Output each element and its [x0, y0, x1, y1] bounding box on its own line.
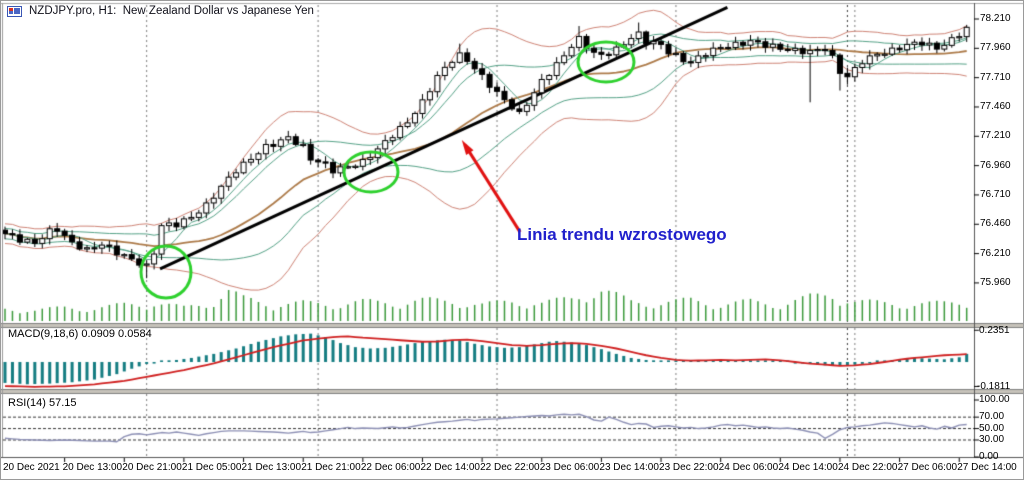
time-tick-label: 24 Dec 14:00: [778, 462, 838, 473]
time-tick-label: 21 Dec 05:00: [181, 462, 242, 473]
time-tick-label: 23 Dec 22:00: [659, 462, 719, 473]
chart-icon: [7, 5, 22, 17]
macd-axis-min: -0.1811: [977, 381, 1011, 392]
rsi-indicator-label: RSI(14) 57.15: [8, 397, 77, 409]
time-tick-label: 22 Dec 06:00: [360, 462, 421, 473]
price-tick-label: 77.460: [980, 100, 1011, 112]
price-tick-label: 76.460: [980, 218, 1011, 230]
time-tick-label: 20 Dec 13:00: [62, 462, 123, 473]
price-tick-label: 78.210: [980, 13, 1011, 24]
chart-title: NZDJPY.pro, H1: New Zealand Dollar vs Ja…: [29, 5, 314, 17]
price-tick-label: 77.960: [980, 42, 1011, 54]
price-tick-label: 77.210: [980, 130, 1011, 142]
chart-title-row: NZDJPY.pro, H1: New Zealand Dollar vs Ja…: [7, 5, 314, 17]
rsi-level-label: 100.00: [979, 394, 1010, 405]
time-tick-label: 23 Dec 14:00: [599, 462, 659, 473]
rsi-level-label: 70.00: [979, 411, 1005, 423]
price-tick-label: 76.960: [980, 159, 1011, 171]
trend-annotation-label: Linia trendu wzrostowego: [517, 225, 727, 244]
price-tick-label: 76.710: [980, 188, 1011, 200]
time-tick-label: 27 Dec 06:00: [897, 462, 958, 473]
time-tick-label: 20 Dec 21:00: [122, 462, 182, 473]
time-tick-label: 23 Dec 06:00: [539, 462, 600, 473]
rsi-level-label: 50.00: [979, 422, 1005, 434]
time-tick-label: 22 Dec 22:00: [480, 462, 540, 473]
time-tick-label: 22 Dec 14:00: [420, 462, 480, 473]
time-tick-label: 21 Dec 13:00: [241, 462, 302, 473]
time-tick-label: 24 Dec 06:00: [718, 462, 779, 473]
price-tick-label: 77.710: [980, 71, 1011, 83]
macd-axis-max: 0.2351: [979, 325, 1010, 336]
rsi-level-label: 0.00: [979, 451, 999, 463]
time-tick-label: 21 Dec 21:00: [301, 462, 361, 473]
time-tick-label: 20 Dec 2021: [3, 462, 60, 473]
rsi-level-label: 30.00: [979, 433, 1005, 445]
time-tick-label: 24 Dec 22:00: [837, 462, 898, 473]
price-tick-label: 75.960: [980, 276, 1011, 288]
time-tick-label: 27 Dec 14:00: [957, 462, 1017, 473]
price-tick-label: 76.210: [980, 247, 1011, 259]
macd-indicator-label: MACD(9,18,6) 0.0909 0.0584: [8, 328, 152, 340]
